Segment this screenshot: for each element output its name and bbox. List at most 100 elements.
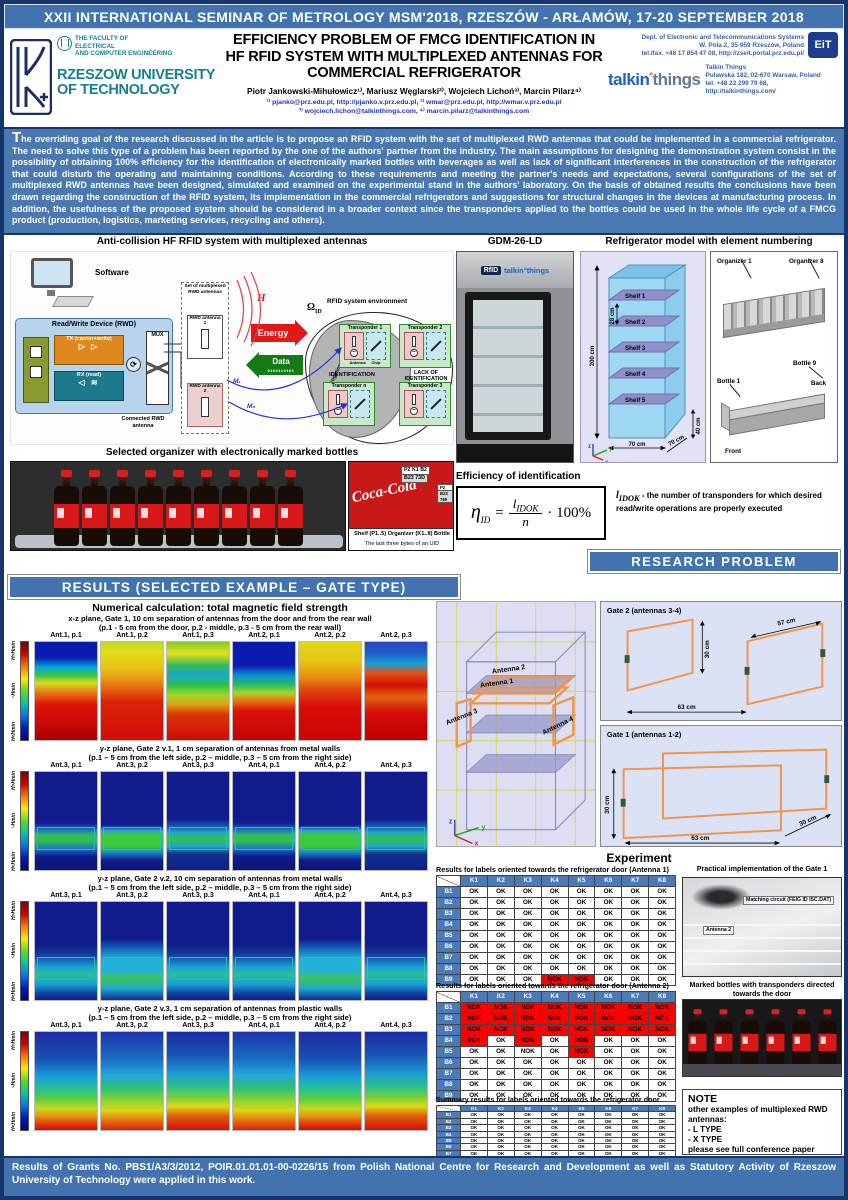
heatmap-label: Ant.1, p.1 xyxy=(50,632,82,639)
result-cell: OK xyxy=(567,1068,596,1080)
heatmap-label: Ant.2, p.3 xyxy=(380,632,412,639)
shelf-label: Shelf 1 xyxy=(625,293,646,300)
dim-40cm: 40 cm xyxy=(696,417,702,434)
table-row: B6 OK OK OK OK OK OK OK OK xyxy=(436,1143,676,1151)
result-cell: OK xyxy=(460,941,488,953)
result-cell: NOK xyxy=(567,1013,596,1025)
transponder-circuit: ~ xyxy=(340,332,390,360)
connected-antenna-label: Connected RWD antenna xyxy=(121,416,165,429)
environment-label: RFID system environment xyxy=(327,298,408,305)
result-cell: OK xyxy=(594,963,623,975)
result-cell: OK xyxy=(648,1130,676,1139)
result-cell: NOK xyxy=(594,1024,623,1036)
result-cell: OK xyxy=(567,952,596,964)
result-cell: OK xyxy=(648,1124,676,1132)
column-header: K2 xyxy=(486,991,515,1003)
university-logo xyxy=(10,39,52,115)
table2-caption: Results for labels oriented towards the … xyxy=(436,981,669,990)
result-cell: NOK xyxy=(460,1002,488,1014)
bottle-body xyxy=(249,486,275,546)
heatmap-row: H>Hmin ~Hmin H<Hmin Ant.3, p.1 Ant.3, p.2 Ant… xyxy=(8,762,434,871)
heatmap-row: H>Hmin ~Hmin H<Hmin Ant.3, p.1 Ant.3, p.2 Ant… xyxy=(8,1022,434,1131)
abstract: The overriding goal of the research disc… xyxy=(4,127,844,235)
result-cell: NOK xyxy=(594,1013,623,1025)
color-scale-bar xyxy=(20,901,29,1001)
dept-line: Dept. of Electronic and Telecommunicatio… xyxy=(641,34,804,41)
result-cell: OK xyxy=(621,908,650,920)
equals: = xyxy=(495,504,504,521)
result-cell: NOK xyxy=(621,1024,650,1036)
result-cell: NOK xyxy=(540,1002,569,1014)
result-cell: OK xyxy=(486,919,515,931)
source-icon: ~ xyxy=(410,348,418,357)
shelf-label: Shelf 5 xyxy=(625,397,646,404)
uid-legend-line1: Shelf (P1..5) Organizer (K1..8) Bottle (… xyxy=(349,528,453,548)
color-scale: H>Hmin ~Hmin H<Hmin xyxy=(8,1031,32,1131)
heatmap-cell: Ant.3, p.2 xyxy=(100,892,164,1001)
table-row: B7 OK OK OK OK OK OK OK OK xyxy=(436,1149,676,1158)
column-header: K7 xyxy=(621,875,650,887)
result-cell: OK xyxy=(567,930,596,942)
result-cell: OK xyxy=(460,1124,488,1132)
transponder-label: Transponder 1 xyxy=(347,325,383,331)
result-cell: OK xyxy=(567,897,596,909)
result-cell: NOK xyxy=(648,1002,676,1014)
heatmap-column: Numerical calculation: total magnetic fi… xyxy=(6,601,434,1134)
antenna-sublabel: Antenna xyxy=(349,360,366,365)
heatmap-label: Ant.3, p.3 xyxy=(182,1022,214,1029)
resistor-icon xyxy=(412,393,416,405)
result-cell: NOK xyxy=(513,1002,542,1014)
result-cell: OK xyxy=(540,897,569,909)
dimension-lines xyxy=(594,265,696,453)
result-cell: OK xyxy=(540,1046,569,1058)
gate2-dim-63: 63 cm xyxy=(678,704,696,711)
bottle-neck xyxy=(746,1014,752,1021)
energy-label: Energy xyxy=(257,328,289,338)
bottle xyxy=(193,470,219,546)
result-cell: NOK xyxy=(567,1024,596,1036)
gate1-dim-30l: 30 cm xyxy=(604,795,611,813)
anti-collision-diagram: Software Read/Write Device (RWD) TX (car… xyxy=(10,251,454,445)
bottle-label xyxy=(53,504,79,528)
result-cell: OK xyxy=(648,1079,676,1091)
heatmap-label: Ant.3, p.1 xyxy=(50,892,82,899)
note-line: - L TYPE xyxy=(688,1125,722,1134)
result-cell: OK xyxy=(594,897,623,909)
result-cell: OK xyxy=(594,1057,623,1069)
bottle-cap xyxy=(719,1009,727,1015)
organizer1-label: Organizer 1 xyxy=(717,258,752,265)
result-cell: NOK xyxy=(486,1024,515,1036)
eta-sub: ID xyxy=(480,515,491,525)
transponder-sublabels: Antenna Chip xyxy=(340,360,390,365)
result-cell: OK xyxy=(513,908,542,920)
crate xyxy=(683,1064,841,1076)
transponder-antenna-icon: ~ xyxy=(328,390,348,418)
table-header-row: K1 K2 K3 K4 K5 K6 K7 K8 xyxy=(436,991,676,1003)
row-header: B2 xyxy=(436,897,461,909)
column-header: K8 xyxy=(648,875,676,887)
result-cell: OK xyxy=(621,963,650,975)
result-cell: OK xyxy=(513,897,542,909)
result-cell: OK xyxy=(486,941,515,953)
times-100: · 100% xyxy=(547,504,592,521)
gate2-diagram: Gate 2 (antennas 3-4) 30 cm 57 cm 63 cm xyxy=(600,601,842,721)
result-cell: OK xyxy=(621,1057,650,1069)
data-bits: 0100110101 xyxy=(267,368,295,373)
omega-sub: ID xyxy=(315,309,322,315)
poster-title: EFFICIENCY PROBLEM OF FMCG IDENTIFICATIO… xyxy=(225,32,603,81)
talkin-logo-small: talkin°things xyxy=(504,265,550,275)
gdm-caption: GDM-26-LD xyxy=(487,236,543,247)
lidok-note: lIDOK - the number of transponders for w… xyxy=(616,491,840,514)
bottle-cap xyxy=(693,1009,701,1015)
university-text-block: THE FACULTY OF ELECTRICAL AND COMPUTER E… xyxy=(57,33,220,125)
column-header: K5 xyxy=(567,991,596,1003)
gate2-title: Gate 2 (antennas 3-4) xyxy=(607,606,682,615)
result-cell: OK xyxy=(460,919,488,931)
table-row: B6 OK OK OK OK OK OK OK OK xyxy=(436,1057,676,1069)
result-cell: NOK xyxy=(540,974,569,986)
gdm-door xyxy=(465,292,551,440)
result-cell: OK xyxy=(594,919,623,931)
result-cell: OK xyxy=(460,1111,488,1119)
source-icon: ~ xyxy=(334,406,342,415)
bottle-label xyxy=(792,1033,810,1052)
